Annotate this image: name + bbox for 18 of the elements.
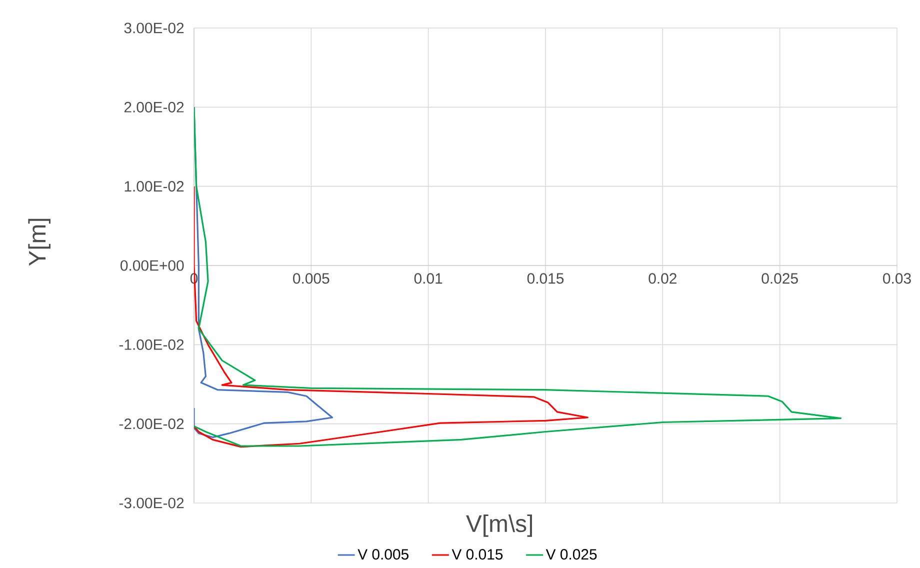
y-tick-label: -1.00E-02 (119, 339, 184, 350)
legend-label: V 0.015 (452, 549, 503, 560)
y-tick-label: -2.00E-02 (119, 418, 184, 430)
x-axis-title: V[m\s] (466, 514, 532, 537)
legend-label: V 0.005 (358, 549, 408, 560)
y-tick-label: 3.00E-02 (124, 22, 184, 34)
x-tick-label: 0.02 (648, 273, 676, 284)
y-axis-title: Y[m] (28, 218, 50, 266)
y-tick-label: 2.00E-02 (124, 102, 184, 112)
x-tick-label: 0.025 (762, 273, 798, 284)
y-tick-label: 0.00E+00 (120, 260, 184, 271)
y-tick-label: -3.00E-02 (119, 498, 184, 508)
x-tick-label: 0.01 (414, 273, 442, 284)
y-tick-label: 1.00E-02 (124, 181, 184, 192)
x-tick-label: 0.005 (293, 273, 330, 284)
x-tick-label: 0.015 (527, 273, 564, 284)
x-tick-label: 0.03 (883, 273, 911, 284)
legend-label: V 0.025 (546, 549, 597, 560)
